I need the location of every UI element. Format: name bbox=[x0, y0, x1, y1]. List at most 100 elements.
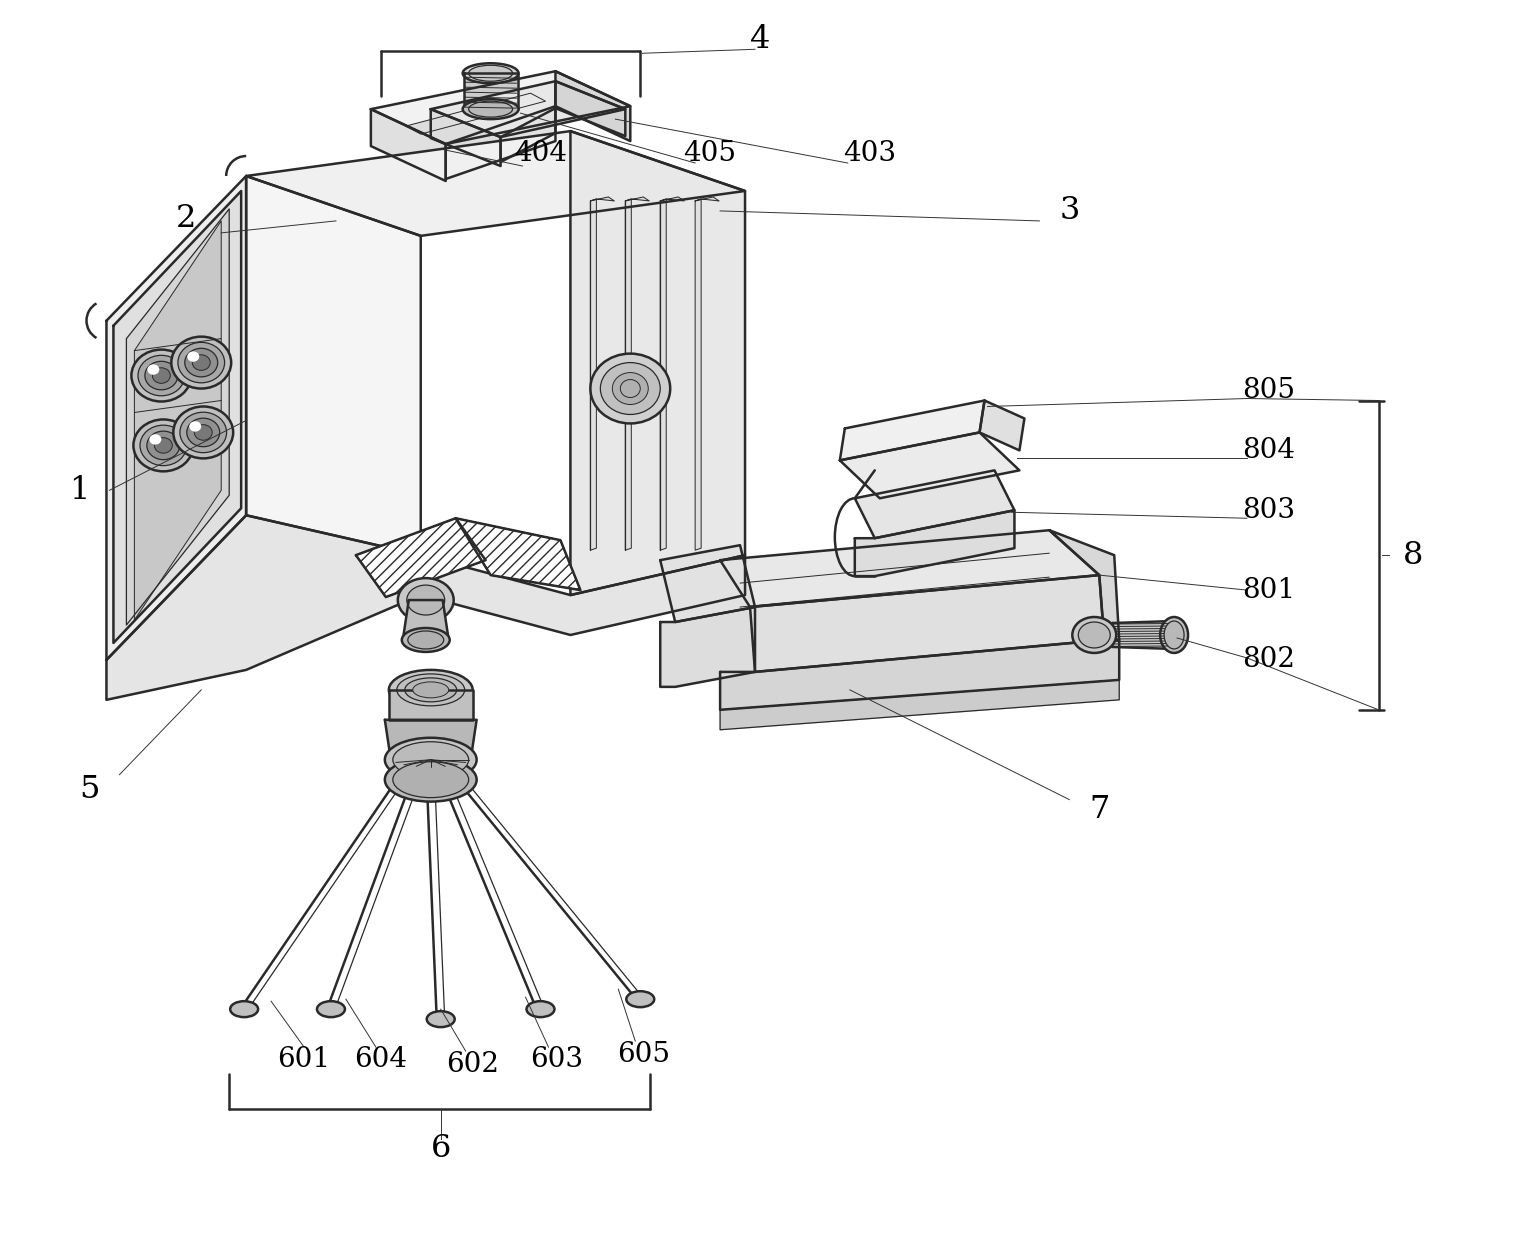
Text: 3: 3 bbox=[1059, 196, 1079, 226]
Ellipse shape bbox=[463, 99, 518, 119]
Ellipse shape bbox=[193, 355, 211, 370]
Text: 7: 7 bbox=[1089, 794, 1109, 825]
Ellipse shape bbox=[626, 991, 654, 1008]
Polygon shape bbox=[660, 200, 666, 550]
Polygon shape bbox=[695, 200, 701, 550]
Ellipse shape bbox=[393, 742, 469, 778]
Ellipse shape bbox=[406, 585, 445, 615]
Ellipse shape bbox=[385, 738, 477, 782]
Ellipse shape bbox=[388, 670, 472, 710]
Polygon shape bbox=[660, 545, 755, 622]
Polygon shape bbox=[660, 607, 755, 686]
Ellipse shape bbox=[1160, 617, 1189, 653]
Ellipse shape bbox=[527, 1001, 555, 1017]
Ellipse shape bbox=[1073, 617, 1117, 653]
Ellipse shape bbox=[231, 1001, 258, 1017]
Ellipse shape bbox=[131, 350, 191, 402]
Ellipse shape bbox=[408, 631, 443, 649]
Ellipse shape bbox=[147, 432, 180, 459]
Ellipse shape bbox=[397, 674, 465, 705]
Ellipse shape bbox=[133, 419, 193, 472]
Text: 6: 6 bbox=[431, 1133, 451, 1165]
Ellipse shape bbox=[189, 422, 202, 432]
Polygon shape bbox=[371, 109, 446, 181]
Text: 805: 805 bbox=[1242, 376, 1296, 404]
Ellipse shape bbox=[188, 351, 199, 361]
Polygon shape bbox=[556, 82, 625, 136]
Polygon shape bbox=[570, 131, 746, 595]
Ellipse shape bbox=[469, 65, 512, 82]
Polygon shape bbox=[840, 400, 984, 461]
Polygon shape bbox=[854, 511, 1015, 576]
Ellipse shape bbox=[402, 628, 449, 651]
Ellipse shape bbox=[141, 425, 186, 466]
Ellipse shape bbox=[613, 373, 648, 404]
Polygon shape bbox=[388, 690, 472, 720]
Polygon shape bbox=[446, 107, 556, 179]
Ellipse shape bbox=[154, 438, 173, 453]
Ellipse shape bbox=[173, 407, 234, 458]
Text: 404: 404 bbox=[513, 139, 567, 167]
Text: 802: 802 bbox=[1242, 646, 1296, 674]
Polygon shape bbox=[695, 197, 720, 201]
Polygon shape bbox=[979, 400, 1024, 451]
Polygon shape bbox=[455, 518, 581, 590]
Text: 803: 803 bbox=[1242, 497, 1296, 523]
Polygon shape bbox=[246, 131, 746, 236]
Polygon shape bbox=[113, 191, 241, 643]
Polygon shape bbox=[127, 208, 229, 625]
Ellipse shape bbox=[185, 349, 217, 376]
Text: 603: 603 bbox=[530, 1045, 584, 1073]
Ellipse shape bbox=[177, 343, 225, 383]
Ellipse shape bbox=[413, 681, 449, 698]
Text: 604: 604 bbox=[354, 1045, 408, 1073]
Polygon shape bbox=[720, 640, 1118, 710]
Polygon shape bbox=[406, 93, 545, 134]
Ellipse shape bbox=[1164, 621, 1184, 649]
Polygon shape bbox=[590, 200, 596, 550]
Ellipse shape bbox=[316, 1001, 345, 1017]
Text: 804: 804 bbox=[1242, 437, 1296, 464]
Ellipse shape bbox=[590, 354, 671, 423]
Polygon shape bbox=[501, 108, 556, 162]
Text: 403: 403 bbox=[843, 139, 897, 167]
Ellipse shape bbox=[397, 579, 454, 622]
Polygon shape bbox=[1050, 530, 1118, 640]
Polygon shape bbox=[750, 575, 1105, 671]
Polygon shape bbox=[107, 516, 746, 700]
Ellipse shape bbox=[194, 424, 212, 441]
Polygon shape bbox=[134, 221, 222, 620]
Polygon shape bbox=[625, 200, 631, 550]
Text: 5: 5 bbox=[79, 774, 99, 806]
Polygon shape bbox=[854, 471, 1015, 538]
Ellipse shape bbox=[171, 336, 231, 389]
Text: 1: 1 bbox=[69, 474, 90, 506]
Polygon shape bbox=[431, 82, 625, 137]
Polygon shape bbox=[431, 109, 501, 166]
Polygon shape bbox=[625, 197, 649, 201]
Ellipse shape bbox=[426, 1012, 455, 1027]
Text: 2: 2 bbox=[176, 203, 197, 235]
Polygon shape bbox=[463, 73, 518, 109]
Ellipse shape bbox=[1079, 622, 1111, 648]
Ellipse shape bbox=[180, 412, 226, 453]
Ellipse shape bbox=[393, 762, 469, 798]
Text: 8: 8 bbox=[1403, 540, 1424, 571]
Ellipse shape bbox=[405, 678, 457, 702]
Text: 405: 405 bbox=[683, 139, 736, 167]
Ellipse shape bbox=[138, 355, 185, 395]
Text: 605: 605 bbox=[617, 1040, 669, 1068]
Ellipse shape bbox=[385, 758, 477, 802]
Ellipse shape bbox=[186, 418, 220, 447]
Polygon shape bbox=[590, 197, 614, 201]
Polygon shape bbox=[371, 72, 630, 144]
Ellipse shape bbox=[153, 368, 170, 383]
Ellipse shape bbox=[150, 434, 162, 444]
Polygon shape bbox=[840, 433, 1019, 498]
Polygon shape bbox=[107, 176, 246, 660]
Polygon shape bbox=[720, 680, 1118, 729]
Text: 602: 602 bbox=[446, 1050, 500, 1078]
Polygon shape bbox=[403, 600, 449, 640]
Polygon shape bbox=[246, 176, 420, 555]
Ellipse shape bbox=[147, 364, 159, 375]
